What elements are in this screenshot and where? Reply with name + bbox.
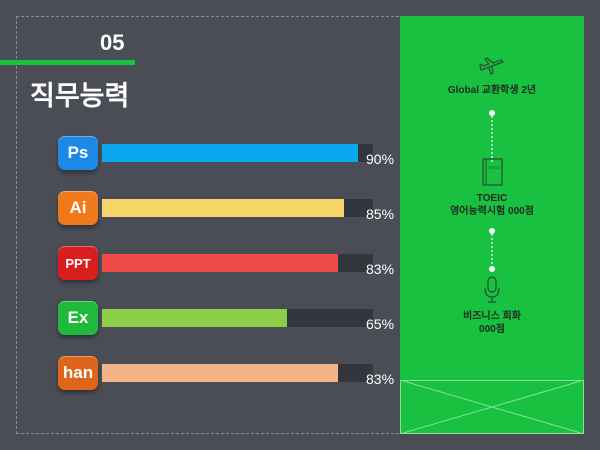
- placeholder-cross-box: [400, 380, 584, 434]
- powerpoint-icon: PPT: [58, 246, 98, 280]
- timeline-item-business: 비즈니스 회화 000점: [400, 276, 584, 336]
- skill-percent: 90%: [366, 151, 395, 167]
- page-title: 직무능력: [30, 81, 130, 111]
- skill-track: 85%: [102, 199, 394, 222]
- timeline-item-toeic: TOEIC TOEIC 영어능력시험 000점: [400, 158, 584, 218]
- skill-row-ai: Ai 85%: [58, 191, 394, 225]
- skill-bar-fill: [102, 254, 338, 272]
- section-number: 05: [100, 30, 125, 55]
- airplane-icon: [479, 57, 504, 75]
- skill-track: 83%: [102, 364, 394, 387]
- timeline-text: 영어능력시험 000점: [450, 206, 534, 217]
- skill-percent: 85%: [366, 206, 395, 222]
- hangul-icon: han: [58, 356, 98, 390]
- book-icon-text: TOEIC: [488, 165, 500, 170]
- timeline-text: 비즈니스 회화: [463, 311, 521, 322]
- timeline-connector: [491, 230, 493, 272]
- skill-percent: 65%: [366, 316, 395, 332]
- timeline-item-exchange: Global 교환학생 2년: [400, 56, 584, 97]
- skill-row-han: han 83%: [58, 356, 394, 390]
- timeline-panel: Global 교환학생 2년 TOEIC TOEIC 영어능력시험 000점 비…: [400, 16, 584, 434]
- timeline-dot: [489, 110, 495, 116]
- book-icon: TOEIC: [482, 158, 503, 186]
- accent-line: [0, 60, 135, 65]
- skill-percent: 83%: [366, 371, 395, 387]
- microphone-icon: [484, 276, 500, 303]
- skill-row-ex: Ex 65%: [58, 301, 394, 335]
- skill-track: 83%: [102, 254, 394, 277]
- skill-percent: 83%: [366, 261, 395, 277]
- skill-bar-fill: [102, 144, 358, 162]
- skill-track: 65%: [102, 309, 394, 332]
- timeline-dot: [489, 266, 495, 272]
- timeline-text: Global 교환학생 2년: [447, 85, 537, 96]
- skill-track: 90%: [102, 144, 394, 167]
- timeline-text: 000점: [479, 324, 505, 335]
- skill-row-ps: Ps 90%: [58, 136, 394, 170]
- illustrator-icon: Ai: [58, 191, 98, 225]
- timeline-text: TOEIC: [476, 193, 508, 204]
- skill-bar-fill: [102, 309, 287, 327]
- photoshop-icon: Ps: [58, 136, 98, 170]
- timeline-connector: [491, 112, 493, 164]
- skill-row-ppt: PPT 83%: [58, 246, 394, 280]
- skill-bar-fill: [102, 199, 344, 217]
- skill-bar-fill: [102, 364, 338, 382]
- excel-icon: Ex: [58, 301, 98, 335]
